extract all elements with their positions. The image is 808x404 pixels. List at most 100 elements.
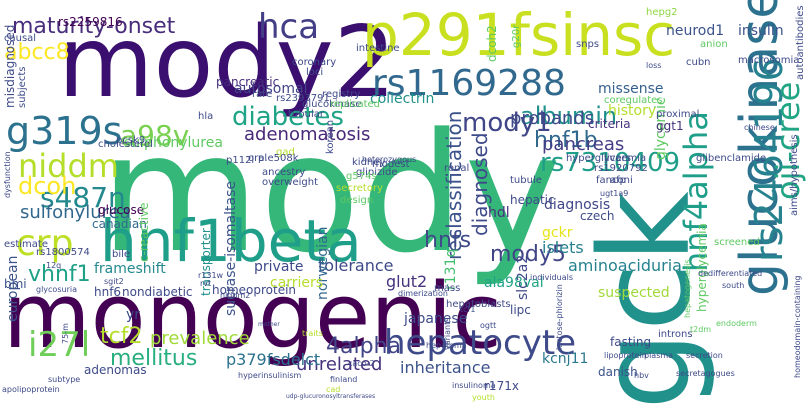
word: secretory bbox=[336, 183, 383, 194]
word: subtype bbox=[48, 375, 81, 384]
word: hla bbox=[198, 111, 214, 122]
word: insulinoma bbox=[452, 381, 496, 390]
word: r131w bbox=[198, 271, 224, 280]
word: p.e508k bbox=[258, 153, 299, 164]
word: aims/hypothesis bbox=[789, 134, 800, 216]
word: hnf1beta bbox=[100, 207, 362, 275]
word: aminoaciduria bbox=[568, 256, 682, 275]
word: crp bbox=[16, 223, 74, 264]
word: suspected bbox=[598, 285, 670, 301]
word: r171x bbox=[484, 379, 519, 393]
word: autosomal bbox=[234, 81, 308, 97]
word: 75-m bbox=[61, 323, 70, 344]
word: south bbox=[722, 281, 745, 290]
word: cubn bbox=[686, 57, 711, 68]
word: rs2259816 bbox=[58, 15, 123, 29]
word: p112l bbox=[226, 155, 255, 166]
word: traits bbox=[302, 329, 323, 338]
word: islets bbox=[542, 238, 584, 257]
word: abcc8 bbox=[4, 40, 70, 65]
word: rs1800574 bbox=[36, 247, 90, 258]
word: czech bbox=[580, 209, 615, 223]
word: probands bbox=[510, 108, 595, 129]
word: dimerization bbox=[398, 289, 448, 298]
word: pancreatic bbox=[216, 75, 280, 89]
word: dcoh2 bbox=[485, 25, 499, 62]
word: mass bbox=[434, 283, 461, 294]
word: kidney bbox=[352, 157, 386, 168]
word: slc2a2 bbox=[515, 254, 531, 300]
word: homeoprotein bbox=[212, 283, 297, 297]
word: replicated bbox=[330, 99, 380, 110]
word: rs1169288 bbox=[372, 63, 566, 104]
word: mody5 bbox=[490, 242, 566, 267]
word: ala98val bbox=[484, 275, 544, 291]
word: causal bbox=[4, 33, 37, 44]
word: mellitus bbox=[110, 346, 198, 371]
word: p379fsdelct bbox=[226, 350, 321, 369]
word: private bbox=[254, 259, 304, 275]
word: hyperglycaemia bbox=[566, 153, 647, 164]
word: g319s bbox=[6, 109, 123, 153]
word: unrelated bbox=[296, 354, 383, 375]
word: tubular bbox=[288, 109, 324, 120]
word: lipc bbox=[510, 303, 531, 317]
word: carriers bbox=[270, 275, 324, 291]
word: apolipoprotein bbox=[2, 385, 60, 394]
word: rs7310409 bbox=[540, 148, 681, 178]
word: mody bbox=[100, 98, 562, 289]
word: p291fsinsc bbox=[362, 1, 676, 69]
word: c-reactive bbox=[137, 202, 151, 262]
word: s487n bbox=[40, 181, 126, 214]
word: niddm2 bbox=[220, 291, 251, 300]
word: design bbox=[340, 195, 374, 206]
word: heterozygous bbox=[362, 155, 417, 164]
word: danish bbox=[598, 365, 638, 379]
word: proximal bbox=[656, 109, 700, 120]
word: glipizide bbox=[356, 167, 398, 178]
word: dcoh bbox=[18, 172, 77, 200]
word: mody1 bbox=[462, 108, 552, 138]
word: ancestry bbox=[262, 167, 306, 178]
word: misdiagnosed bbox=[3, 24, 17, 108]
word: coronary bbox=[292, 57, 337, 68]
word: missense bbox=[598, 81, 664, 97]
word: intestine bbox=[356, 43, 400, 54]
word: coregulates bbox=[604, 95, 663, 106]
word: rare bbox=[252, 89, 273, 100]
word: estimate bbox=[4, 239, 49, 250]
word: macrosomia bbox=[738, 55, 800, 66]
word: yr bbox=[126, 307, 141, 323]
word: sulfonylurea bbox=[20, 202, 131, 223]
word: hyperinsulinism bbox=[238, 371, 302, 380]
word: 12q bbox=[46, 261, 62, 270]
word: prevalence bbox=[150, 328, 250, 349]
word: kcnj11 bbox=[542, 351, 589, 367]
word: dysfunction bbox=[3, 151, 12, 198]
word: g574s bbox=[346, 171, 377, 182]
word: afp bbox=[610, 175, 626, 186]
word: chinese bbox=[744, 123, 775, 132]
word: introns bbox=[658, 329, 693, 340]
word: frameshift bbox=[94, 261, 166, 277]
word: rs2393791 bbox=[276, 93, 330, 104]
word: finland bbox=[330, 375, 358, 384]
word: cholesterol bbox=[98, 139, 153, 150]
word: bile bbox=[112, 249, 131, 260]
word: endoderm bbox=[716, 319, 757, 328]
word: adenomas bbox=[84, 363, 147, 377]
word: secretagogues bbox=[676, 369, 735, 378]
word: glucokinase bbox=[302, 99, 362, 110]
word: korean bbox=[325, 119, 336, 154]
word: dedifferentiated bbox=[698, 269, 763, 278]
word: t2dm bbox=[690, 325, 712, 334]
word: gckr bbox=[542, 225, 573, 241]
word: ogtt bbox=[480, 321, 497, 330]
word: hepatoma bbox=[426, 341, 467, 350]
word: pcsk9 bbox=[116, 135, 146, 146]
word: loci bbox=[306, 67, 324, 78]
word: hdl bbox=[488, 205, 510, 221]
word: criteria bbox=[588, 117, 631, 131]
word: glibenclamide bbox=[696, 153, 767, 164]
word: neurod1 bbox=[666, 23, 725, 39]
